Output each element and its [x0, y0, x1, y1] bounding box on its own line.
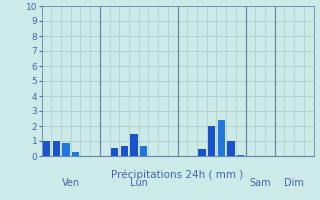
Bar	[111, 148, 118, 156]
Bar	[228, 141, 235, 156]
Bar	[43, 141, 50, 156]
Text: Lun: Lun	[130, 179, 148, 188]
Text: Sam: Sam	[249, 179, 271, 188]
Bar	[121, 146, 128, 156]
X-axis label: Précipitations 24h ( mm ): Précipitations 24h ( mm )	[111, 170, 244, 180]
Bar	[62, 143, 69, 156]
Bar	[130, 134, 138, 156]
Bar	[52, 141, 60, 156]
Bar	[218, 120, 225, 156]
Bar	[208, 126, 215, 156]
Bar	[237, 154, 244, 156]
Bar	[72, 152, 79, 156]
Bar	[198, 148, 205, 156]
Text: Ven: Ven	[62, 179, 80, 188]
Text: Dim: Dim	[284, 179, 304, 188]
Bar	[140, 146, 147, 156]
